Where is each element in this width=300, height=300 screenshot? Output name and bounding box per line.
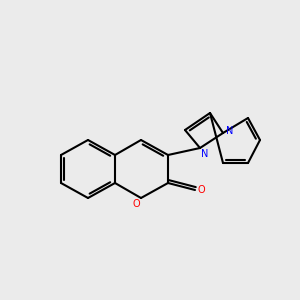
Text: N: N bbox=[226, 127, 233, 136]
Text: N: N bbox=[202, 149, 209, 159]
Text: O: O bbox=[198, 185, 206, 195]
Text: O: O bbox=[133, 199, 140, 209]
